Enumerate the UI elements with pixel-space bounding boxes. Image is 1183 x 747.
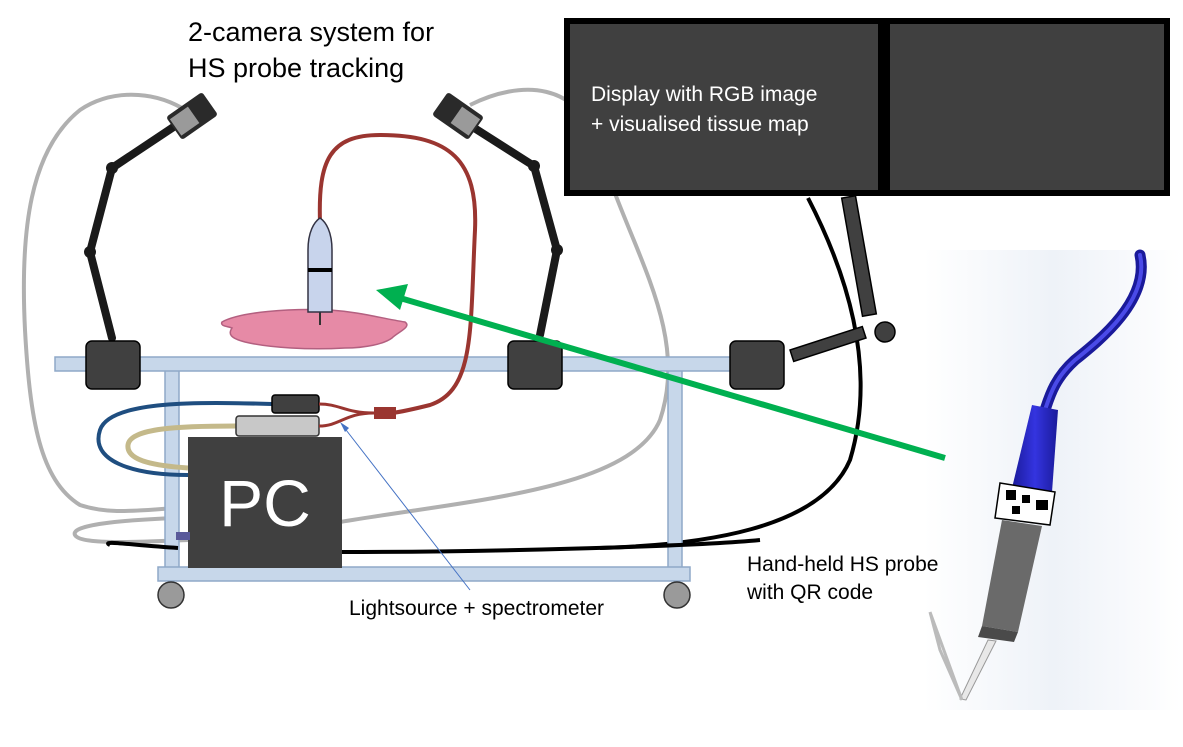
table-clamps [85,340,785,390]
pc-box [188,437,342,568]
monitor-stand [599,194,896,550]
cart-wheels [157,581,691,609]
tracking-arrow [376,284,946,461]
left-camera [84,93,217,342]
camera-cables [21,87,671,545]
cart-frame [54,356,779,582]
instrument-cables [96,401,761,554]
display-label: Display with RGB image + visualised tiss… [591,83,818,136]
lightsource-label: Lightsource + spectrometer [349,597,605,620]
probe-label: Hand-held HS probe with QR code [747,553,939,604]
right-camera [433,93,563,339]
tissue-sample [220,308,408,350]
probe-on-tissue [307,217,333,325]
lightsource-pointer [342,425,471,591]
optical-fibre [317,132,478,415]
lightsource-spectrometer [235,394,396,437]
pc-label: PC [219,465,311,540]
camera-system-label: 2-camera system for HS probe tracking [188,17,435,83]
hand-held-probe [924,249,1183,710]
monitors [564,18,1170,196]
